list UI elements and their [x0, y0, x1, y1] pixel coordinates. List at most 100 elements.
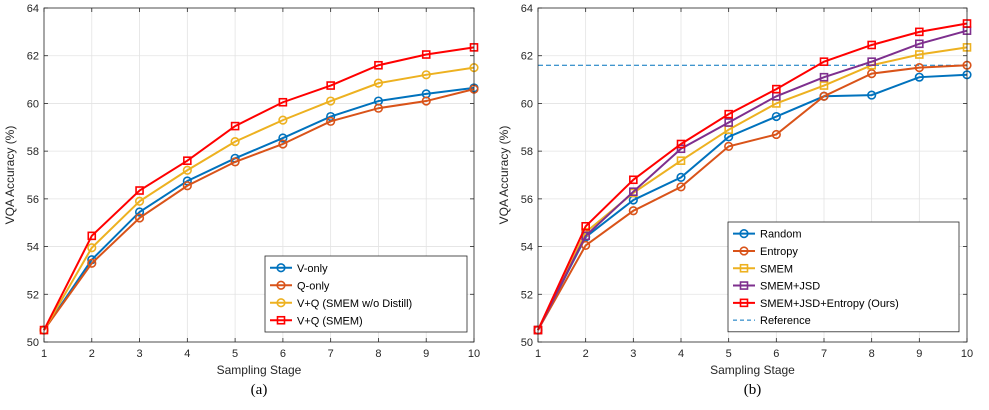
- data-point: [373, 78, 384, 88]
- data-point: [326, 96, 336, 106]
- x-tick-label: 7: [328, 348, 334, 360]
- data-point: [915, 27, 924, 37]
- data-point: [819, 91, 829, 101]
- data-point: [182, 181, 192, 191]
- axes-box: [537, 7, 968, 343]
- legend-marker: [739, 229, 749, 239]
- series-line-1: [537, 73, 968, 331]
- y-tick-label: 52: [521, 289, 533, 301]
- data-point: [676, 144, 686, 154]
- x-tick-label: 1: [41, 348, 47, 360]
- legend-marker: [739, 263, 749, 273]
- data-point: [819, 72, 829, 82]
- data-point: [676, 172, 686, 182]
- data-point: [724, 141, 734, 151]
- data-point: [421, 96, 431, 106]
- legend-marker: [276, 315, 286, 325]
- legend-marker: [276, 280, 286, 290]
- data-point: [724, 118, 733, 127]
- y-tick-label: 58: [521, 146, 533, 158]
- data-point: [772, 84, 781, 94]
- y-axis-label: VQA Accuracy (%): [3, 126, 17, 225]
- data-point: [373, 103, 384, 113]
- data-point: [915, 50, 924, 59]
- legend-label: V-only: [297, 263, 328, 275]
- data-point: [230, 157, 240, 167]
- y-tick-label: 56: [27, 194, 39, 206]
- y-tick-label: 54: [27, 242, 39, 254]
- data-point: [914, 63, 924, 73]
- x-tick-label: 8: [869, 348, 875, 360]
- x-tick-label: 10: [468, 348, 480, 360]
- y-tick-label: 60: [521, 98, 533, 110]
- legend-label: SMEM: [760, 263, 793, 275]
- data-point: [230, 137, 240, 147]
- data-point: [87, 258, 97, 268]
- x-tick-label: 1: [535, 348, 541, 360]
- data-point: [914, 72, 924, 82]
- data-point: [326, 81, 335, 90]
- data-point: [819, 57, 829, 66]
- legend-label: V+Q (SMEM): [297, 315, 363, 327]
- legend-label: V+Q (SMEM w/o Distill): [297, 298, 412, 310]
- legend-label: Random: [760, 229, 802, 241]
- data-point: [771, 129, 781, 140]
- data-point: [867, 69, 877, 79]
- x-tick-label: 10: [961, 348, 973, 360]
- legend: Random Entropy SMEM SMEM+JSD SMEM+JSD+Entrop…: [727, 221, 960, 333]
- data-point: [867, 57, 876, 66]
- data-point: [867, 90, 877, 100]
- legend-marker: [739, 246, 749, 256]
- data-point: [629, 175, 638, 185]
- x-tick-label: 2: [583, 348, 589, 360]
- x-tick-label: 5: [726, 348, 732, 360]
- x-tick-label: 5: [232, 348, 238, 360]
- series-line-4: [43, 46, 475, 331]
- data-point: [87, 231, 97, 241]
- y-tick-label: 60: [27, 98, 39, 110]
- series-line-2: [537, 64, 968, 331]
- x-tick-label: 8: [375, 348, 381, 360]
- data-point: [676, 139, 686, 149]
- legend-label: Entropy: [760, 246, 798, 258]
- legend-box: [727, 221, 960, 333]
- y-tick-label: 56: [521, 194, 533, 206]
- x-axis-label: Sampling Stage: [217, 363, 302, 377]
- y-tick-label: 54: [521, 242, 533, 254]
- data-point: [676, 156, 686, 165]
- data-point: [278, 139, 288, 149]
- data-point: [134, 213, 145, 223]
- data-point: [676, 182, 686, 192]
- legend-marker: [739, 298, 749, 308]
- panel-caption: (b): [744, 382, 762, 398]
- legend-marker: [739, 281, 749, 290]
- data-point: [915, 39, 924, 49]
- data-point: [581, 221, 590, 231]
- data-point: [182, 165, 192, 175]
- series-line-1: [43, 86, 475, 331]
- data-point: [819, 81, 829, 90]
- data-point: [278, 97, 288, 107]
- data-point: [87, 243, 97, 253]
- data-point: [134, 207, 145, 217]
- x-tick-label: 2: [89, 348, 95, 360]
- y-tick-label: 52: [27, 289, 39, 301]
- series-line-4: [537, 29, 968, 331]
- x-tick-label: 4: [184, 348, 190, 360]
- y-tick-label: 64: [521, 3, 533, 15]
- y-tick-label: 50: [27, 337, 39, 349]
- data-point: [183, 156, 192, 165]
- x-tick-label: 6: [773, 348, 779, 360]
- series-line-3: [43, 66, 475, 331]
- data-point: [724, 109, 733, 119]
- y-tick-label: 62: [521, 51, 533, 63]
- data-point: [134, 196, 145, 206]
- axes-box: [43, 7, 475, 343]
- data-point: [326, 116, 336, 126]
- data-point: [278, 115, 288, 125]
- panel-caption: (a): [251, 382, 268, 398]
- y-tick-label: 62: [27, 51, 39, 63]
- data-point: [628, 206, 638, 216]
